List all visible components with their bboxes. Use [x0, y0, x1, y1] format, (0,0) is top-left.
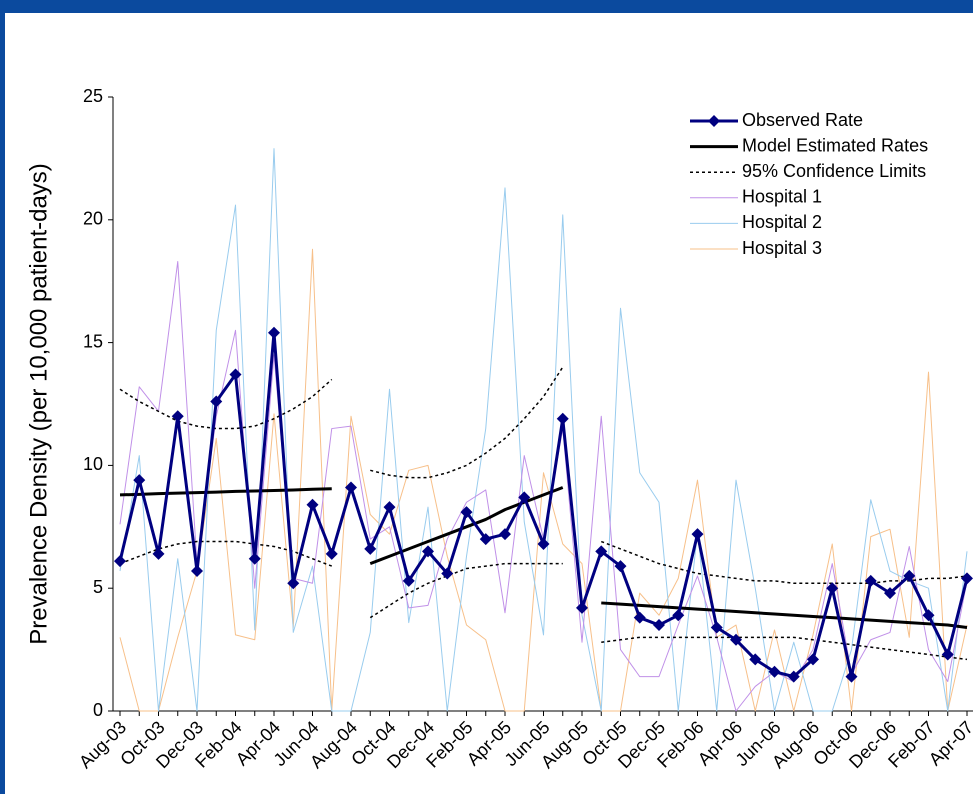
data-point — [961, 572, 973, 585]
y-tick-label: 25 — [83, 86, 103, 106]
data-point — [826, 582, 839, 595]
frame-top — [0, 0, 973, 13]
data-point — [864, 574, 877, 587]
data-point — [479, 533, 492, 546]
data-point — [576, 601, 588, 614]
y-tick-label: 20 — [83, 209, 103, 229]
legend-label: Hospital 2 — [742, 212, 822, 232]
data-point — [248, 552, 261, 565]
data-point — [306, 498, 319, 511]
series-line — [119, 248, 968, 712]
data-point — [710, 621, 723, 634]
legend-label: Hospital 1 — [742, 187, 822, 207]
frame-left — [0, 0, 5, 794]
data-point — [787, 670, 800, 683]
data-point — [383, 501, 396, 514]
data-point — [460, 506, 473, 519]
data-point — [210, 395, 223, 408]
y-axis-title: Prevalence Density (per 10,000 patient-d… — [25, 163, 52, 645]
data-point — [229, 368, 242, 381]
data-point — [633, 611, 646, 624]
y-tick-label: 10 — [83, 454, 103, 474]
legend-marker — [708, 115, 720, 127]
series-line — [119, 540, 968, 661]
data-point — [268, 326, 280, 339]
data-point — [807, 653, 819, 666]
data-point — [402, 574, 415, 587]
data-point — [614, 560, 627, 573]
data-point — [325, 547, 338, 560]
data-point — [653, 619, 665, 632]
y-tick-label: 15 — [83, 331, 103, 351]
series-line — [119, 366, 968, 585]
data-point — [171, 410, 184, 423]
data-point — [133, 474, 146, 487]
data-point — [499, 528, 511, 541]
data-point — [595, 545, 608, 558]
data-point — [730, 633, 742, 646]
data-point — [672, 609, 685, 622]
data-point — [441, 567, 454, 580]
data-point — [845, 670, 858, 683]
data-point — [191, 565, 203, 578]
data-point — [749, 653, 762, 666]
data-point — [364, 542, 377, 555]
y-tick-label: 5 — [93, 577, 103, 597]
data-point — [691, 528, 704, 541]
data-point — [345, 481, 357, 494]
legend-label: Observed Rate — [742, 110, 863, 130]
data-point — [152, 547, 165, 560]
legend-label: Model Estimated Rates — [742, 135, 928, 155]
legend-label: Hospital 3 — [742, 238, 822, 258]
data-point — [422, 545, 434, 558]
data-point — [768, 665, 781, 678]
data-point — [941, 648, 954, 661]
data-point — [884, 587, 896, 600]
data-point — [903, 569, 916, 582]
data-point — [114, 555, 126, 568]
data-point — [537, 537, 550, 550]
data-point — [556, 412, 569, 425]
data-point — [287, 577, 300, 590]
legend-label: 95% Confidence Limits — [742, 161, 926, 181]
data-point — [922, 609, 935, 622]
data-point — [518, 491, 531, 504]
y-tick-label: 0 — [93, 700, 103, 720]
